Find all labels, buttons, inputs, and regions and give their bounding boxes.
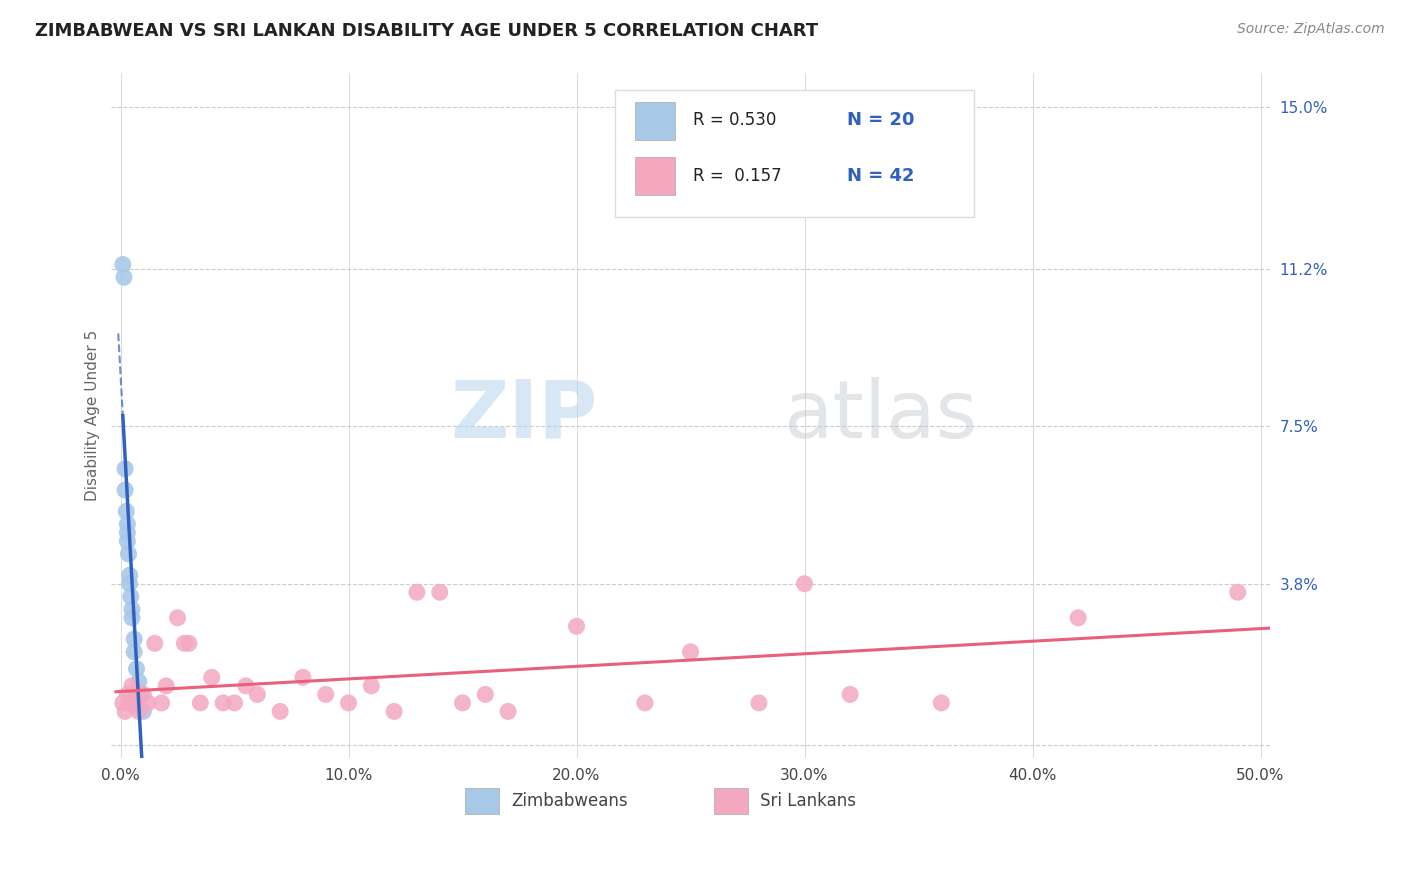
Point	[451, 696, 474, 710]
Bar	[636, 157, 675, 195]
Point	[132, 687, 155, 701]
Point	[173, 636, 195, 650]
Point	[117, 534, 139, 549]
Point	[1067, 611, 1090, 625]
Point	[117, 547, 139, 561]
Point	[269, 705, 291, 719]
Point	[155, 679, 177, 693]
Point	[679, 645, 702, 659]
Point	[118, 696, 141, 710]
Point	[224, 696, 246, 710]
FancyBboxPatch shape	[616, 90, 974, 217]
Point	[166, 611, 188, 625]
Point	[201, 670, 224, 684]
Text: N = 42: N = 42	[846, 167, 914, 185]
Point	[114, 483, 136, 497]
Point	[496, 705, 519, 719]
Point	[291, 670, 314, 684]
Point	[125, 687, 148, 701]
Point	[129, 687, 152, 701]
Point	[565, 619, 588, 633]
Point	[406, 585, 429, 599]
Point	[115, 504, 138, 518]
Point	[120, 590, 142, 604]
Point	[114, 462, 136, 476]
Text: R = 0.530: R = 0.530	[693, 111, 776, 128]
Point	[117, 687, 139, 701]
Point	[474, 687, 496, 701]
Point	[315, 687, 337, 701]
Text: Zimbabweans: Zimbabweans	[510, 792, 627, 811]
Point	[111, 258, 134, 272]
Point	[360, 679, 382, 693]
Point	[121, 611, 143, 625]
Y-axis label: Disability Age Under 5: Disability Age Under 5	[86, 330, 100, 501]
Point	[128, 674, 150, 689]
Text: R =  0.157: R = 0.157	[693, 167, 782, 185]
Point	[212, 696, 235, 710]
Bar	[636, 103, 675, 140]
Point	[839, 687, 862, 701]
Point	[1226, 585, 1249, 599]
Point	[117, 517, 139, 532]
Point	[122, 645, 145, 659]
Text: N = 20: N = 20	[846, 111, 914, 128]
Text: Source: ZipAtlas.com: Source: ZipAtlas.com	[1237, 22, 1385, 37]
Point	[337, 696, 360, 710]
Point	[235, 679, 257, 693]
Point	[382, 705, 405, 719]
Point	[117, 525, 139, 540]
Point	[122, 632, 145, 646]
Point	[748, 696, 770, 710]
Point	[111, 696, 134, 710]
Point	[246, 687, 269, 701]
Point	[121, 679, 143, 693]
Point	[114, 705, 136, 719]
Point	[132, 705, 155, 719]
Point	[128, 705, 150, 719]
Point	[793, 576, 815, 591]
Point	[429, 585, 451, 599]
Point	[143, 636, 166, 650]
Point	[150, 696, 173, 710]
Bar	[464, 789, 499, 814]
Point	[121, 602, 143, 616]
Bar	[714, 789, 748, 814]
Text: atlas: atlas	[783, 376, 977, 455]
Point	[118, 576, 141, 591]
Point	[136, 696, 159, 710]
Text: Sri Lankans: Sri Lankans	[761, 792, 856, 811]
Point	[634, 696, 657, 710]
Text: ZIMBABWEAN VS SRI LANKAN DISABILITY AGE UNDER 5 CORRELATION CHART: ZIMBABWEAN VS SRI LANKAN DISABILITY AGE …	[35, 22, 818, 40]
Point	[188, 696, 211, 710]
Point	[112, 270, 135, 285]
Point	[118, 568, 141, 582]
Point	[931, 696, 953, 710]
Point	[125, 662, 148, 676]
Point	[177, 636, 200, 650]
Text: ZIP: ZIP	[450, 376, 598, 455]
Point	[122, 696, 145, 710]
